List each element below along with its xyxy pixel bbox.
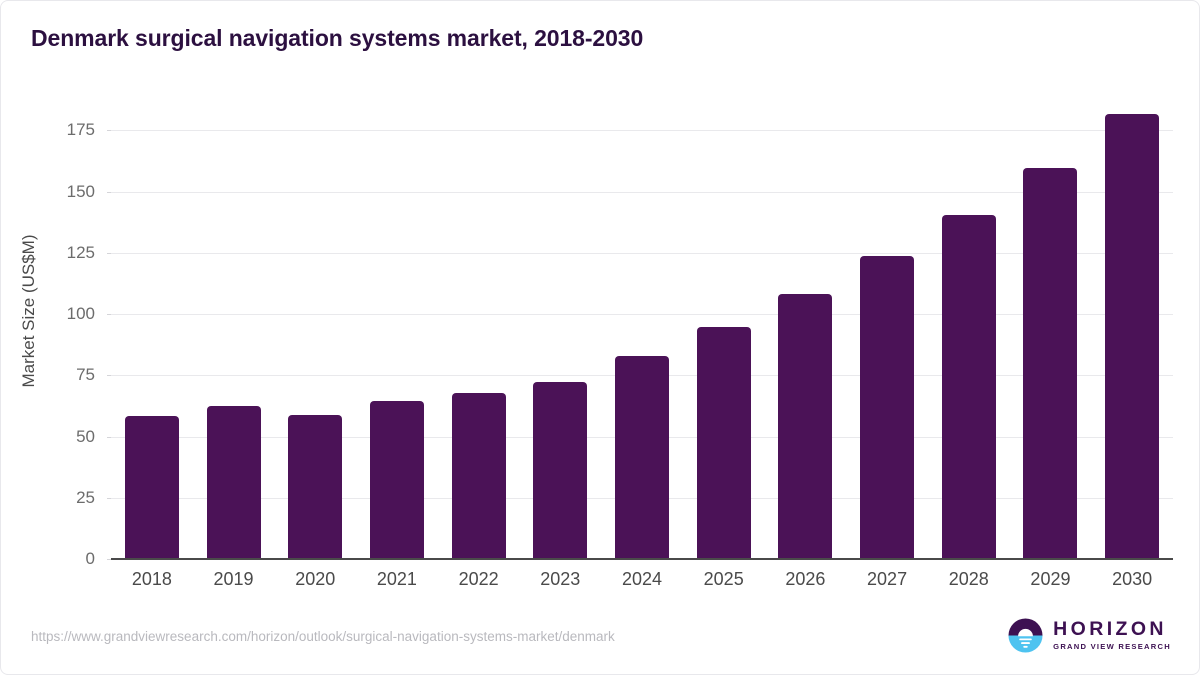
bar-slot [438, 101, 520, 559]
bar[interactable] [206, 406, 261, 559]
x-tick-label: 2021 [376, 569, 417, 589]
bar-slot [356, 101, 438, 559]
plot-area [111, 101, 1173, 560]
bar[interactable] [860, 256, 915, 559]
source-url[interactable]: https://www.grandviewresearch.com/horizo… [31, 629, 615, 644]
logo-wordmark: HORIZON [1053, 618, 1167, 641]
x-tick-label: 2025 [703, 569, 744, 589]
horizon-logo-icon [1008, 618, 1043, 653]
bar[interactable] [696, 327, 751, 559]
bar-slot [846, 101, 928, 559]
y-tick-label: 0 [85, 549, 95, 568]
bar[interactable] [778, 294, 833, 559]
logo-tagline: GRAND VIEW RESEARCH [1053, 641, 1171, 651]
x-tick-label: 2019 [213, 569, 254, 589]
y-tick-label: 175 [66, 120, 95, 140]
gridline [111, 252, 1173, 254]
y-tick-label: 125 [66, 242, 95, 262]
x-axis-labels: 2018 2019 2020 2021 2022 2023 2024 2025 2026 2027… [111, 569, 1173, 599]
horizon-logo[interactable]: HORIZON GRAND VIEW RESEARCH [1007, 617, 1171, 654]
horizon-logo-text: HORIZON GRAND VIEW RESEARCH [1053, 620, 1171, 650]
gridline [111, 130, 1173, 132]
x-tick-label: 2030 [1112, 569, 1153, 589]
x-axis-baseline [111, 558, 1173, 560]
bar-slot [683, 101, 765, 559]
gridline [111, 314, 1173, 316]
x-tick-label: 2027 [867, 569, 908, 589]
bar-slot [601, 101, 683, 559]
bar[interactable] [1105, 114, 1160, 559]
x-tick-label: 2029 [1030, 569, 1071, 589]
bar[interactable] [614, 356, 669, 559]
x-tick-label: 2022 [458, 569, 499, 589]
y-axis-ticks: 0 25 50 75 100 125 150 175 [33, 101, 116, 568]
bar-series [111, 101, 1173, 559]
bar-slot [1091, 101, 1173, 559]
bar[interactable] [369, 400, 424, 559]
y-tick-label: 100 [66, 304, 95, 324]
bar-slot [193, 101, 275, 559]
x-tick-label: 2026 [785, 569, 826, 589]
bar[interactable] [1023, 167, 1078, 559]
bar[interactable] [451, 393, 506, 559]
bar-slot [111, 101, 193, 559]
bar-slot [765, 101, 847, 559]
bar-slot [274, 101, 356, 559]
x-tick-label: 2018 [131, 569, 172, 589]
gridline [111, 191, 1173, 193]
bar-slot [928, 101, 1010, 559]
y-tick-label: 25 [76, 487, 95, 507]
bar-slot [1010, 101, 1092, 559]
page-title: Denmark surgical navigation systems mark… [31, 25, 644, 51]
x-tick-label: 2028 [948, 569, 989, 589]
bar[interactable] [533, 382, 588, 559]
x-tick-label: 2024 [621, 569, 663, 589]
y-tick-label: 75 [76, 365, 95, 385]
y-tick-label: 50 [76, 426, 95, 446]
y-tick-label: 150 [66, 181, 95, 201]
bar-slot [519, 101, 601, 559]
x-tick-label: 2023 [540, 569, 581, 589]
bar[interactable] [288, 415, 343, 559]
bar[interactable] [124, 415, 179, 559]
bar[interactable] [941, 214, 996, 559]
x-tick-label: 2020 [295, 569, 336, 589]
